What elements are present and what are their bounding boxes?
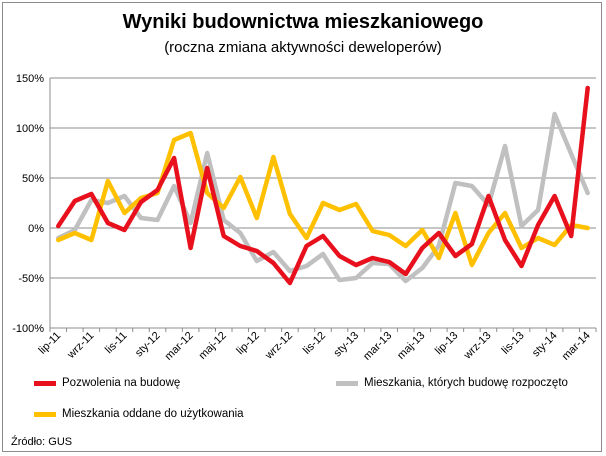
x-tick-label: lis-12: [301, 330, 328, 357]
source-note: Źródło: GUS: [11, 436, 73, 448]
legend-label: Pozwolenia na budowę: [62, 377, 181, 389]
legend-label: Mieszkania oddane do użytkowania: [62, 408, 244, 420]
legend-swatch: [34, 411, 56, 417]
x-tick-label: mar-14: [560, 330, 593, 363]
chart-title: Wyniki budownictwa mieszkaniowego: [122, 11, 484, 33]
y-tick-label: 0%: [28, 223, 44, 235]
series-line-pozwolenia: [56, 85, 590, 286]
x-tick-label: lis-13: [500, 330, 527, 357]
legend-item-rozpoczete: Mieszkania, których budowę rozpoczęto: [336, 375, 568, 391]
x-tick-label: sty-13: [332, 330, 362, 360]
x-tick-label: wrz-12: [262, 330, 295, 363]
x-tick-label: maj-12: [197, 330, 229, 362]
x-tick-label: wrz-11: [65, 330, 97, 362]
x-tick-label: lip-13: [433, 330, 461, 358]
legend-swatch: [336, 380, 358, 386]
x-tick-label: wrz-13: [461, 330, 494, 363]
y-tick-label: 100%: [16, 123, 44, 135]
legend-item-oddane: Mieszkania oddane do użytkowania: [34, 406, 244, 422]
x-tick-label: mar-12: [163, 330, 196, 363]
chart-subtitle: (roczna zmiana aktywności deweloperów): [164, 39, 442, 56]
y-tick-label: 150%: [16, 73, 44, 85]
x-tick-label: lis-11: [103, 330, 130, 357]
x-tick-label: sty-12: [133, 330, 163, 360]
legend-swatch: [34, 380, 56, 386]
y-tick-label: -50%: [18, 273, 44, 285]
x-tick-label: lip-12: [234, 330, 262, 358]
x-tick-label: sty-14: [530, 330, 560, 360]
legend-label: Mieszkania, których budowę rozpoczęto: [364, 377, 568, 389]
y-tick-label: 50%: [22, 173, 44, 185]
plot-area: -100%-50%0%50%100%150%lip-11 wrz-11 lis-11…: [12, 73, 597, 363]
legend-item-pozwolenia: Pozwolenia na budowę: [34, 375, 180, 391]
y-tick-label: -100%: [12, 323, 44, 335]
series-line-rozpoczete: [56, 111, 590, 284]
x-tick-label: mar-13: [361, 330, 394, 363]
x-tick-label: maj-13: [395, 330, 427, 362]
chart-frame: Wyniki budownictwa mieszkaniowego (roczn…: [2, 2, 602, 452]
